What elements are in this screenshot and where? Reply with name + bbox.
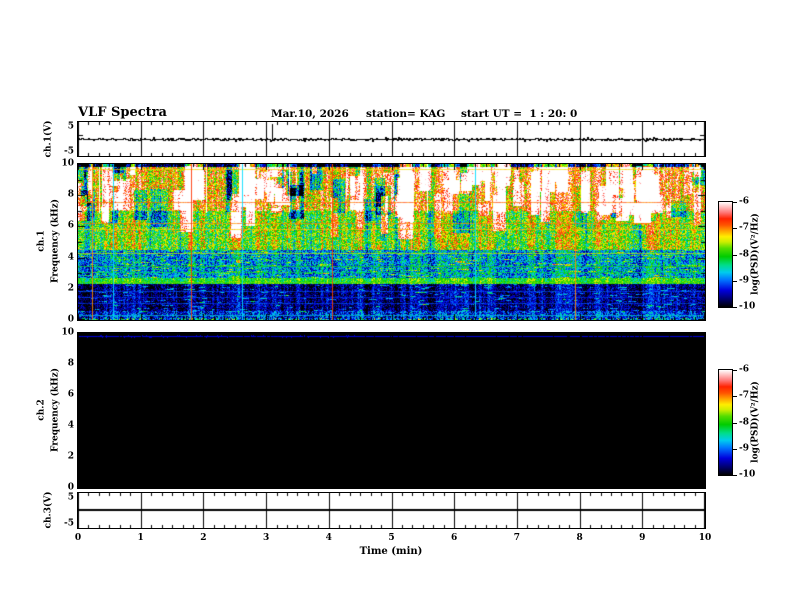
ch1-spectrogram-canvas	[78, 164, 705, 320]
ch1-channel-axis-title: ch.1	[36, 230, 47, 252]
page-title: VLF Spectra	[78, 105, 167, 120]
colorbar-2	[718, 369, 733, 476]
time-tick-label: 6	[451, 533, 458, 543]
colorbar-tick	[733, 228, 737, 229]
ch2-freq-tick-label: 2	[67, 451, 74, 462]
colorbar-tick-label: -10	[739, 469, 756, 480]
ch1-spectrogram-panel	[77, 163, 706, 321]
ch3-ytick-5: 5	[67, 492, 74, 503]
time-tick-label: 4	[325, 533, 332, 543]
ch3-ytick-neg5: -5	[64, 518, 74, 529]
colorbar-tick	[733, 307, 737, 308]
colorbar-tick	[733, 281, 737, 282]
time-tick-label: 8	[576, 533, 583, 543]
colorbar-tick-label: -8	[739, 417, 749, 427]
colorbar-tick-label: -9	[739, 443, 749, 454]
time-tick-label: 10	[698, 533, 712, 543]
colorbar-tick-label: -9	[739, 275, 749, 286]
colorbar-tick-label: -6	[739, 364, 749, 375]
ch1-freq-tick-label: 6	[67, 220, 74, 231]
ch1-freq-tick-label: 10	[61, 158, 74, 169]
ch1-freq-tick-label: 2	[67, 283, 74, 294]
time-tick-label: 7	[513, 533, 521, 543]
ch2-spectrogram-canvas	[78, 333, 705, 488]
ch2-spectrogram-panel	[77, 332, 706, 489]
time-tick-label: 9	[639, 533, 646, 543]
colorbar-tick	[733, 396, 737, 397]
colorbar-tick-label: -7	[739, 222, 749, 233]
colorbar-2-title: log(PSD)(V²/Hz)	[750, 381, 761, 463]
colorbar-1-title: log(PSD)(V²/Hz)	[750, 213, 761, 295]
colorbar-tick	[733, 475, 737, 476]
colorbar-tick	[733, 202, 737, 203]
ch1-freq-tick-label: 0	[67, 314, 74, 325]
ch3-waveform-canvas	[78, 493, 705, 528]
colorbar-tick-label: -6	[739, 196, 749, 207]
colorbar-tick	[733, 370, 737, 371]
colorbar-1	[718, 201, 733, 308]
colorbar-tick-label: -8	[739, 249, 749, 259]
ch3-voltage-axis-title: ch.3(V)	[43, 491, 54, 529]
ch1-ytick-neg5: -5	[64, 146, 74, 157]
colorbar-tick-label: -10	[739, 301, 756, 312]
colorbar-tick	[733, 449, 737, 450]
ch2-freq-tick-label: 10	[61, 327, 74, 338]
ch2-freq-tick-label: 0	[67, 482, 74, 493]
ch1-frequency-axis-title: Frequency (kHz)	[50, 198, 61, 284]
time-tick-label: 2	[200, 533, 207, 543]
ch2-freq-tick-label: 4	[67, 420, 74, 431]
ch2-freq-tick-label: 6	[67, 389, 74, 400]
ch2-channel-axis-title: ch.2	[36, 399, 47, 421]
ch2-frequency-axis-title: Frequency (kHz)	[50, 367, 61, 453]
colorbar-tick-label: -7	[739, 390, 749, 401]
ch1-freq-tick-label: 4	[67, 252, 74, 263]
time-tick-label: 5	[388, 533, 395, 543]
time-tick-label: 1	[137, 533, 144, 543]
time-axis-title: Time (min)	[359, 546, 423, 557]
ch3-waveform-panel	[77, 492, 706, 529]
start-ut-label: start UT = 1 : 20: 0	[461, 108, 578, 120]
ch1-voltage-axis-title: ch.1(V)	[43, 120, 54, 158]
ch1-waveform-canvas	[78, 122, 705, 156]
colorbar-tick	[733, 423, 737, 424]
date-label: Mar.10, 2026	[271, 108, 349, 120]
ch2-freq-tick-label: 8	[67, 358, 74, 369]
ch1-freq-tick-label: 8	[67, 189, 74, 200]
ch1-ytick-5: 5	[67, 121, 74, 132]
station-label: station= KAG	[366, 108, 446, 120]
ch1-waveform-panel	[77, 121, 706, 157]
time-tick-label: 3	[262, 533, 270, 543]
time-tick-label: 0	[74, 533, 82, 543]
colorbar-tick	[733, 255, 737, 256]
